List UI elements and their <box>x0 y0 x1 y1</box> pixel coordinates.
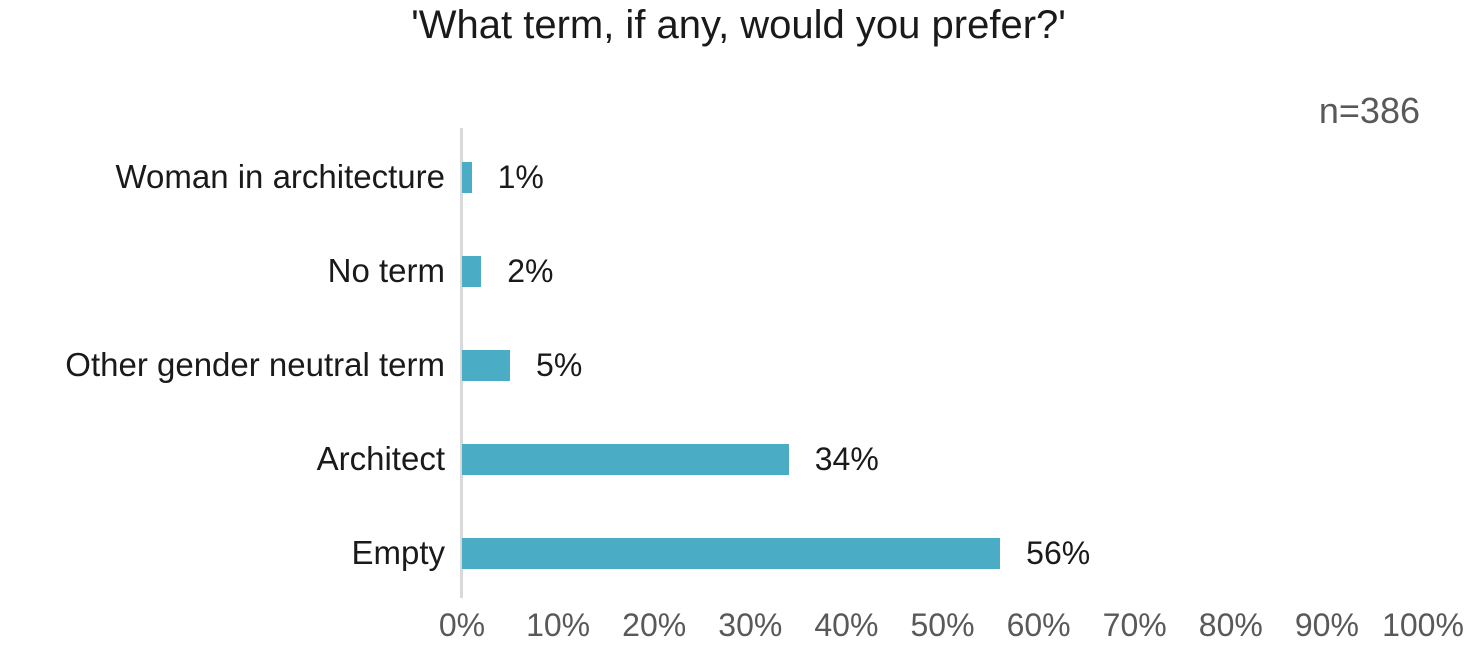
bar-row: Architect 34% <box>0 412 1477 506</box>
x-tick-label: 0% <box>438 607 486 643</box>
x-tick-label: 20% <box>622 607 687 643</box>
x-tick-label: 100% <box>1382 607 1464 643</box>
x-tick-label: 90% <box>1294 607 1359 643</box>
x-tick-label: 50% <box>910 607 975 643</box>
y-axis-line <box>460 128 463 598</box>
bar-row: No term 2% <box>0 224 1477 318</box>
chart-title: 'What term, if any, would you prefer?' <box>411 3 1066 47</box>
value-label: 5% <box>536 346 583 383</box>
bar <box>462 255 482 287</box>
bar-track: 56% <box>462 534 1423 571</box>
bar <box>462 443 789 475</box>
bar-track: 5% <box>462 346 1423 383</box>
value-label: 2% <box>507 252 554 289</box>
category-label: Other gender neutral term <box>65 346 445 383</box>
bar-track: 2% <box>462 252 1423 289</box>
x-tick-label: 60% <box>1006 607 1071 643</box>
category-label: Architect <box>316 440 445 477</box>
bar-row: Other gender neutral term 5% <box>0 318 1477 412</box>
value-label: 34% <box>814 440 879 477</box>
value-label: 56% <box>1026 534 1091 571</box>
bar-track: 34% <box>462 440 1423 477</box>
x-tick-label: 30% <box>718 607 783 643</box>
bar-track: 1% <box>462 158 1423 195</box>
bar-row: Empty 56% <box>0 506 1477 600</box>
bar <box>462 349 511 381</box>
plot-area: Woman in architecture 1% No term 2% Othe… <box>0 130 1477 600</box>
x-tick-label: 80% <box>1198 607 1263 643</box>
sample-size-label: n=386 <box>1318 90 1420 131</box>
x-tick-label: 40% <box>814 607 879 643</box>
bar <box>462 537 1001 569</box>
bar-row: Woman in architecture 1% <box>0 130 1477 224</box>
category-label: Empty <box>351 534 445 571</box>
category-label: No term <box>327 252 445 289</box>
bar <box>462 161 472 193</box>
x-tick-label: 70% <box>1102 607 1167 643</box>
x-tick-label: 10% <box>526 607 591 643</box>
value-label: 1% <box>497 158 544 195</box>
x-axis: 0% 10% 20% 30% 40% 50% 60% 70% 80% 90% 100% <box>439 607 1464 657</box>
category-label: Woman in architecture <box>115 158 445 195</box>
